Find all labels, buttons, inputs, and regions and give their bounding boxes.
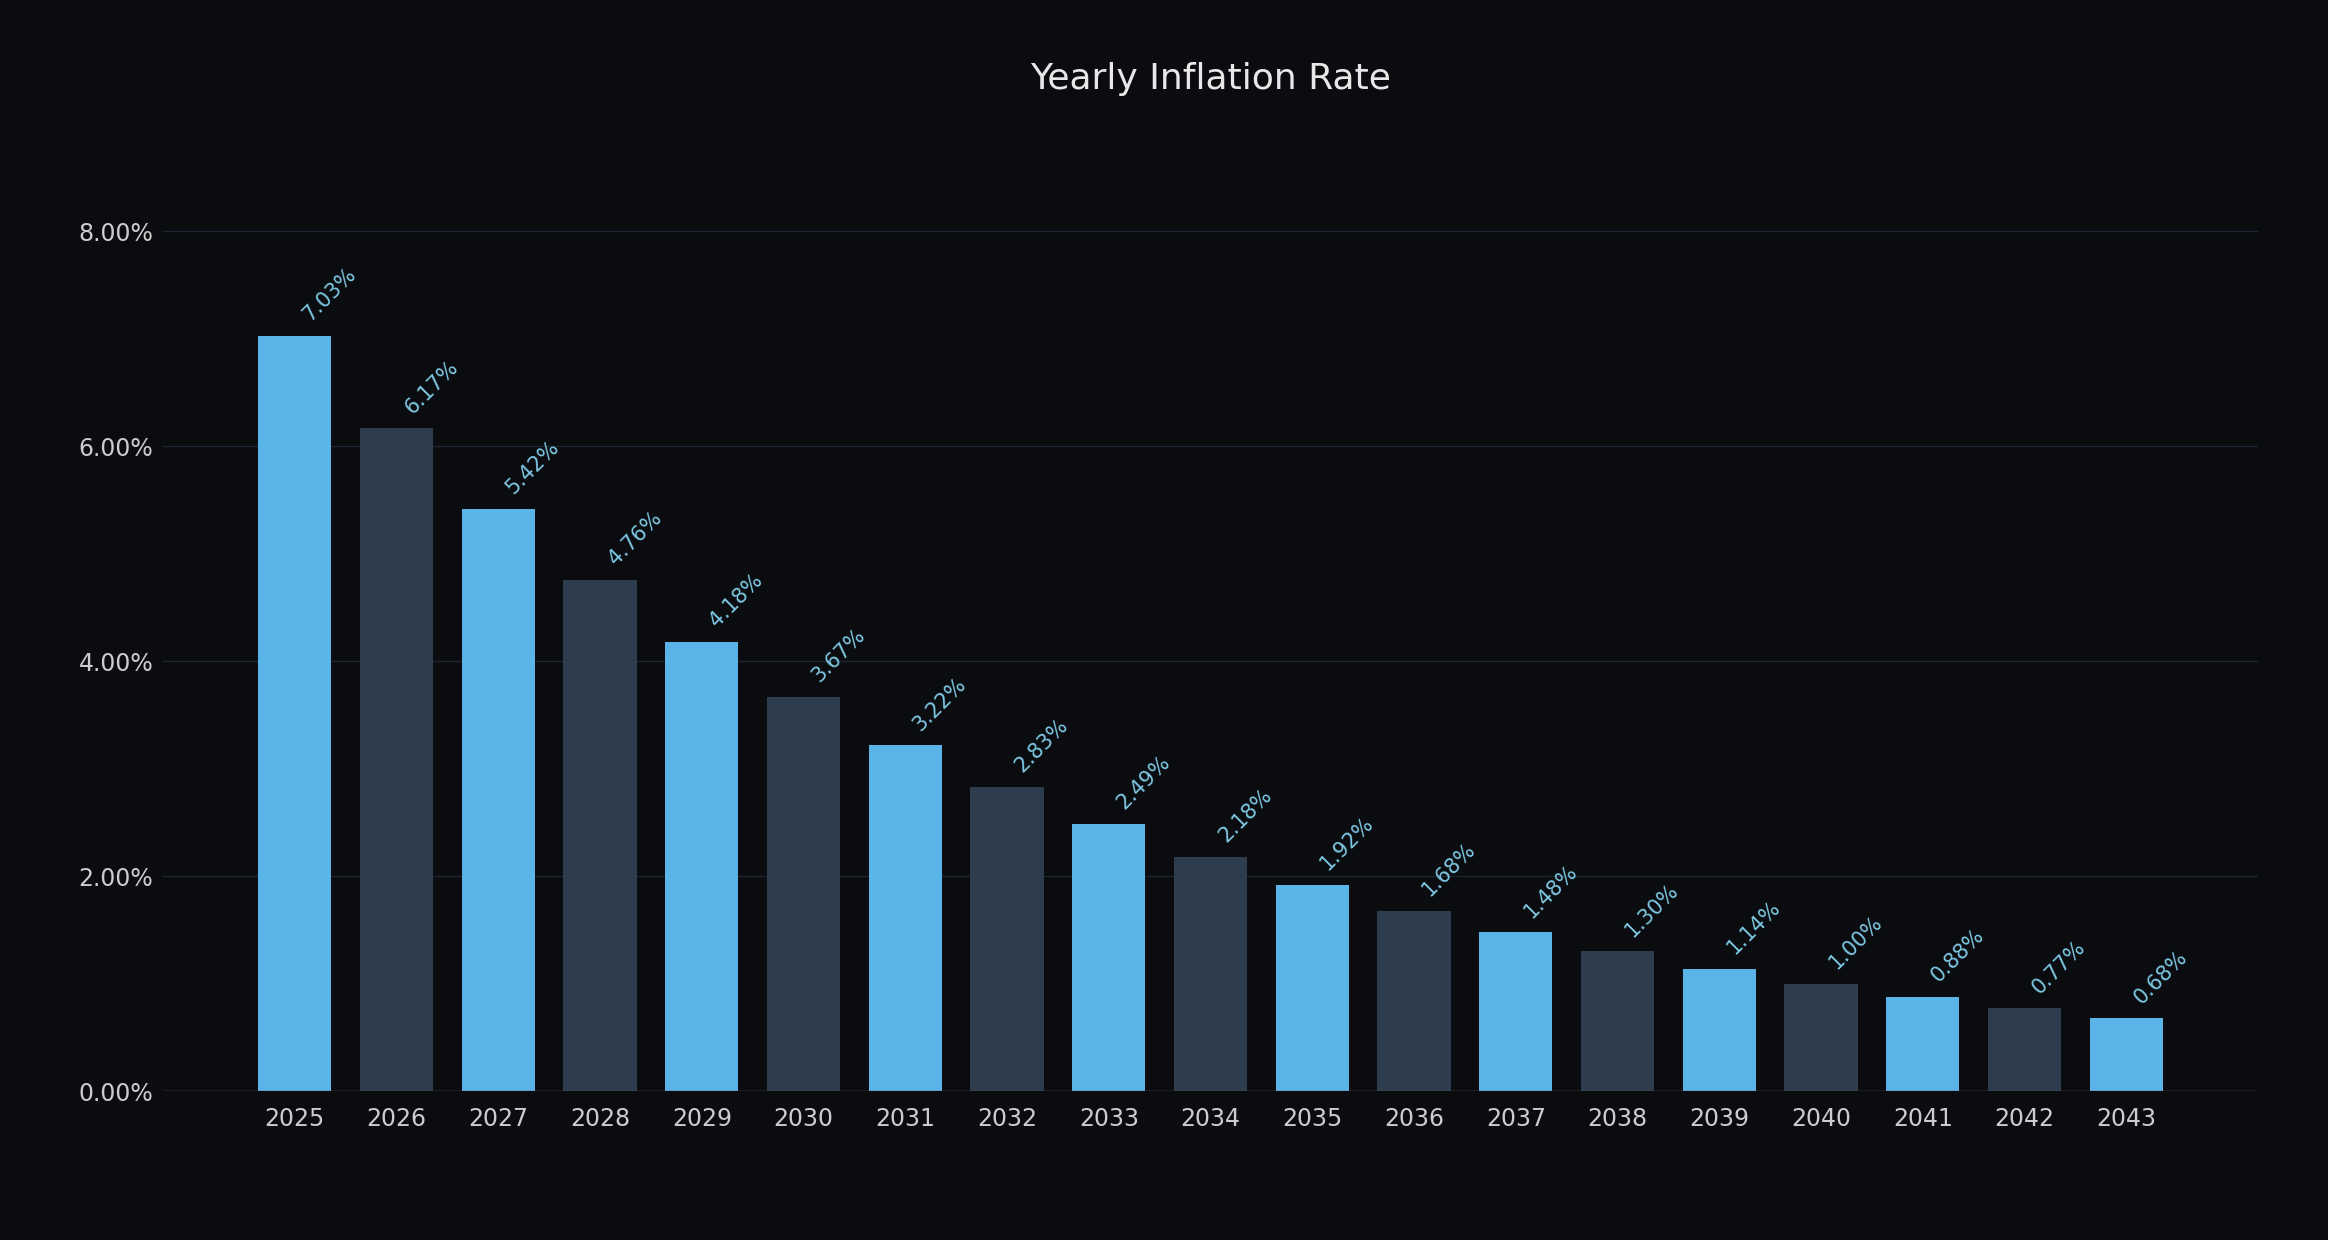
Bar xyxy=(971,787,1043,1091)
Text: 1.92%: 1.92% xyxy=(1315,813,1378,874)
Text: 0.88%: 0.88% xyxy=(1928,925,1988,986)
Bar xyxy=(666,642,738,1091)
Bar xyxy=(1786,983,1858,1091)
Bar xyxy=(1988,1008,2060,1091)
Text: 4.18%: 4.18% xyxy=(705,570,766,631)
Bar xyxy=(1073,823,1145,1091)
Text: 1.14%: 1.14% xyxy=(1723,897,1783,959)
Text: 2.83%: 2.83% xyxy=(1010,715,1073,776)
Text: 0.77%: 0.77% xyxy=(2028,936,2091,998)
Bar xyxy=(461,508,535,1091)
Bar xyxy=(1378,910,1450,1091)
Bar xyxy=(361,428,433,1091)
Text: 2.18%: 2.18% xyxy=(1215,785,1276,846)
Text: 1.68%: 1.68% xyxy=(1418,839,1478,900)
Text: 1.30%: 1.30% xyxy=(1623,880,1683,941)
Text: 2.49%: 2.49% xyxy=(1113,751,1173,813)
Bar xyxy=(1886,997,1960,1091)
Bar xyxy=(868,745,943,1091)
Text: 1.48%: 1.48% xyxy=(1520,861,1581,921)
Bar xyxy=(1683,968,1755,1091)
Text: 7.03%: 7.03% xyxy=(298,264,361,325)
Bar xyxy=(1478,932,1553,1091)
Text: 5.42%: 5.42% xyxy=(503,436,563,498)
Text: 6.17%: 6.17% xyxy=(400,356,461,418)
Bar xyxy=(1581,951,1655,1091)
Bar xyxy=(766,697,840,1091)
Bar xyxy=(2091,1018,2163,1091)
Text: 3.67%: 3.67% xyxy=(808,625,868,686)
Text: 3.22%: 3.22% xyxy=(910,673,971,734)
Title: Yearly Inflation Rate: Yearly Inflation Rate xyxy=(1029,62,1392,97)
Bar xyxy=(563,579,636,1091)
Bar xyxy=(1173,857,1248,1091)
Text: 0.68%: 0.68% xyxy=(2130,946,2191,1007)
Text: 1.00%: 1.00% xyxy=(1825,913,1886,973)
Bar xyxy=(1276,885,1348,1091)
Text: 4.76%: 4.76% xyxy=(605,508,666,569)
Bar xyxy=(258,336,331,1091)
